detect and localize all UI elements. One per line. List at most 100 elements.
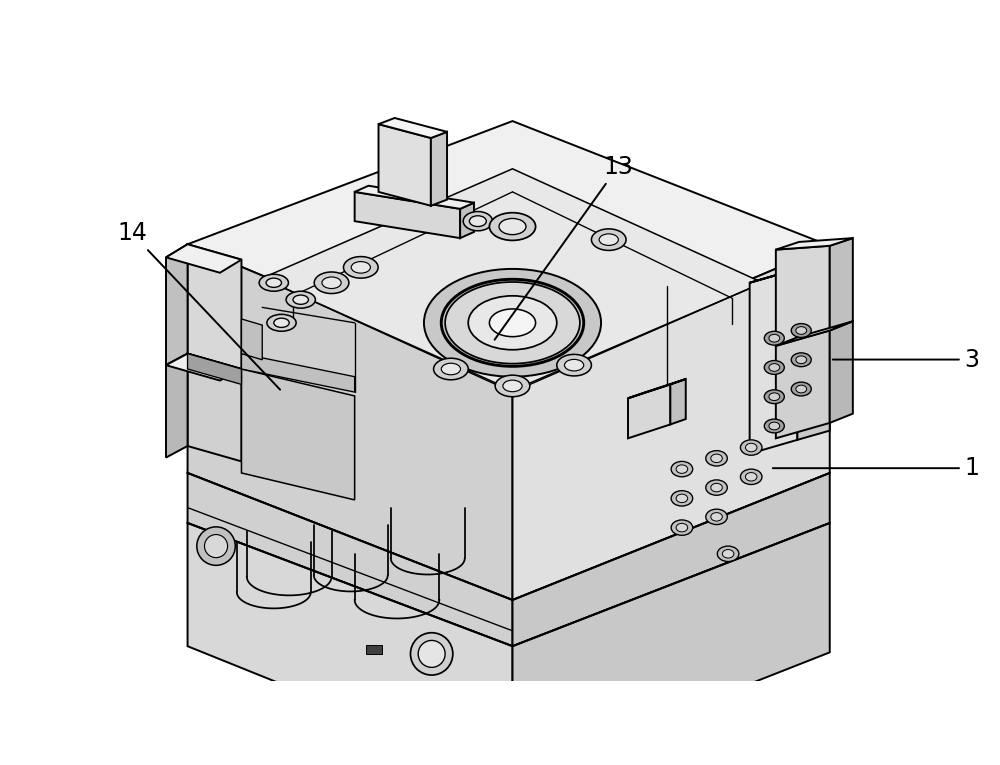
Ellipse shape bbox=[676, 523, 688, 532]
Ellipse shape bbox=[791, 353, 811, 366]
Ellipse shape bbox=[314, 272, 349, 294]
Ellipse shape bbox=[499, 219, 526, 235]
Ellipse shape bbox=[424, 269, 601, 376]
Ellipse shape bbox=[418, 640, 445, 667]
Polygon shape bbox=[628, 379, 686, 399]
Ellipse shape bbox=[791, 382, 811, 396]
Ellipse shape bbox=[769, 334, 780, 342]
Ellipse shape bbox=[791, 324, 811, 337]
Text: 1: 1 bbox=[773, 456, 979, 480]
Polygon shape bbox=[379, 124, 431, 206]
Text: 14: 14 bbox=[117, 221, 280, 389]
Ellipse shape bbox=[740, 469, 762, 484]
Polygon shape bbox=[188, 353, 241, 384]
Ellipse shape bbox=[722, 549, 734, 558]
Polygon shape bbox=[166, 244, 241, 273]
Ellipse shape bbox=[469, 216, 486, 226]
Ellipse shape bbox=[503, 221, 522, 233]
Ellipse shape bbox=[740, 440, 762, 455]
Polygon shape bbox=[188, 473, 512, 646]
Ellipse shape bbox=[343, 256, 378, 278]
Polygon shape bbox=[166, 244, 188, 365]
Polygon shape bbox=[512, 473, 830, 646]
Ellipse shape bbox=[286, 291, 315, 308]
Ellipse shape bbox=[769, 393, 780, 401]
Polygon shape bbox=[355, 186, 474, 209]
Ellipse shape bbox=[495, 216, 530, 237]
Polygon shape bbox=[431, 132, 447, 206]
Ellipse shape bbox=[557, 354, 591, 376]
Polygon shape bbox=[830, 238, 853, 330]
Polygon shape bbox=[241, 369, 355, 500]
Ellipse shape bbox=[322, 277, 341, 288]
Ellipse shape bbox=[293, 295, 308, 304]
Ellipse shape bbox=[351, 262, 370, 273]
Ellipse shape bbox=[445, 282, 580, 363]
Ellipse shape bbox=[434, 358, 468, 379]
Text: 3: 3 bbox=[833, 347, 980, 372]
Polygon shape bbox=[628, 384, 670, 438]
Polygon shape bbox=[776, 238, 853, 249]
Ellipse shape bbox=[564, 360, 584, 371]
Polygon shape bbox=[166, 353, 241, 380]
Polygon shape bbox=[776, 321, 853, 346]
Polygon shape bbox=[262, 169, 763, 391]
Ellipse shape bbox=[769, 363, 780, 371]
Polygon shape bbox=[512, 523, 830, 765]
Polygon shape bbox=[241, 353, 355, 392]
Ellipse shape bbox=[266, 278, 282, 288]
Ellipse shape bbox=[267, 314, 296, 331]
Polygon shape bbox=[460, 203, 474, 238]
Ellipse shape bbox=[204, 535, 228, 558]
Ellipse shape bbox=[796, 385, 807, 393]
Ellipse shape bbox=[745, 473, 757, 481]
Ellipse shape bbox=[259, 275, 288, 291]
Ellipse shape bbox=[489, 213, 536, 240]
Polygon shape bbox=[797, 259, 830, 440]
Polygon shape bbox=[512, 246, 830, 600]
Ellipse shape bbox=[671, 461, 693, 477]
Ellipse shape bbox=[676, 465, 688, 474]
Polygon shape bbox=[241, 319, 262, 360]
Ellipse shape bbox=[489, 309, 536, 337]
Ellipse shape bbox=[468, 296, 557, 350]
Polygon shape bbox=[188, 353, 241, 461]
Ellipse shape bbox=[197, 527, 235, 565]
Ellipse shape bbox=[706, 480, 727, 495]
Ellipse shape bbox=[711, 483, 722, 492]
Ellipse shape bbox=[599, 234, 618, 246]
Polygon shape bbox=[776, 330, 830, 438]
Text: 13: 13 bbox=[495, 155, 633, 340]
Ellipse shape bbox=[711, 454, 722, 463]
Polygon shape bbox=[379, 118, 447, 138]
Polygon shape bbox=[750, 259, 830, 283]
Ellipse shape bbox=[671, 490, 693, 506]
Ellipse shape bbox=[503, 380, 522, 392]
Ellipse shape bbox=[463, 212, 492, 231]
Ellipse shape bbox=[495, 375, 530, 397]
Polygon shape bbox=[750, 269, 797, 454]
Ellipse shape bbox=[274, 318, 289, 327]
Ellipse shape bbox=[711, 513, 722, 521]
Ellipse shape bbox=[676, 494, 688, 503]
Polygon shape bbox=[166, 353, 188, 457]
Ellipse shape bbox=[764, 419, 784, 433]
Ellipse shape bbox=[764, 331, 784, 345]
Polygon shape bbox=[188, 244, 512, 600]
Ellipse shape bbox=[671, 520, 693, 536]
Polygon shape bbox=[355, 192, 460, 238]
Ellipse shape bbox=[764, 390, 784, 404]
Ellipse shape bbox=[769, 422, 780, 430]
Polygon shape bbox=[188, 121, 830, 380]
Ellipse shape bbox=[706, 509, 727, 525]
Ellipse shape bbox=[764, 360, 784, 374]
Ellipse shape bbox=[441, 363, 461, 375]
Ellipse shape bbox=[410, 633, 453, 675]
Ellipse shape bbox=[796, 327, 807, 334]
Polygon shape bbox=[776, 246, 830, 346]
Ellipse shape bbox=[706, 451, 727, 466]
Ellipse shape bbox=[717, 546, 739, 562]
Ellipse shape bbox=[745, 443, 757, 452]
Polygon shape bbox=[188, 523, 512, 765]
Polygon shape bbox=[830, 321, 853, 423]
